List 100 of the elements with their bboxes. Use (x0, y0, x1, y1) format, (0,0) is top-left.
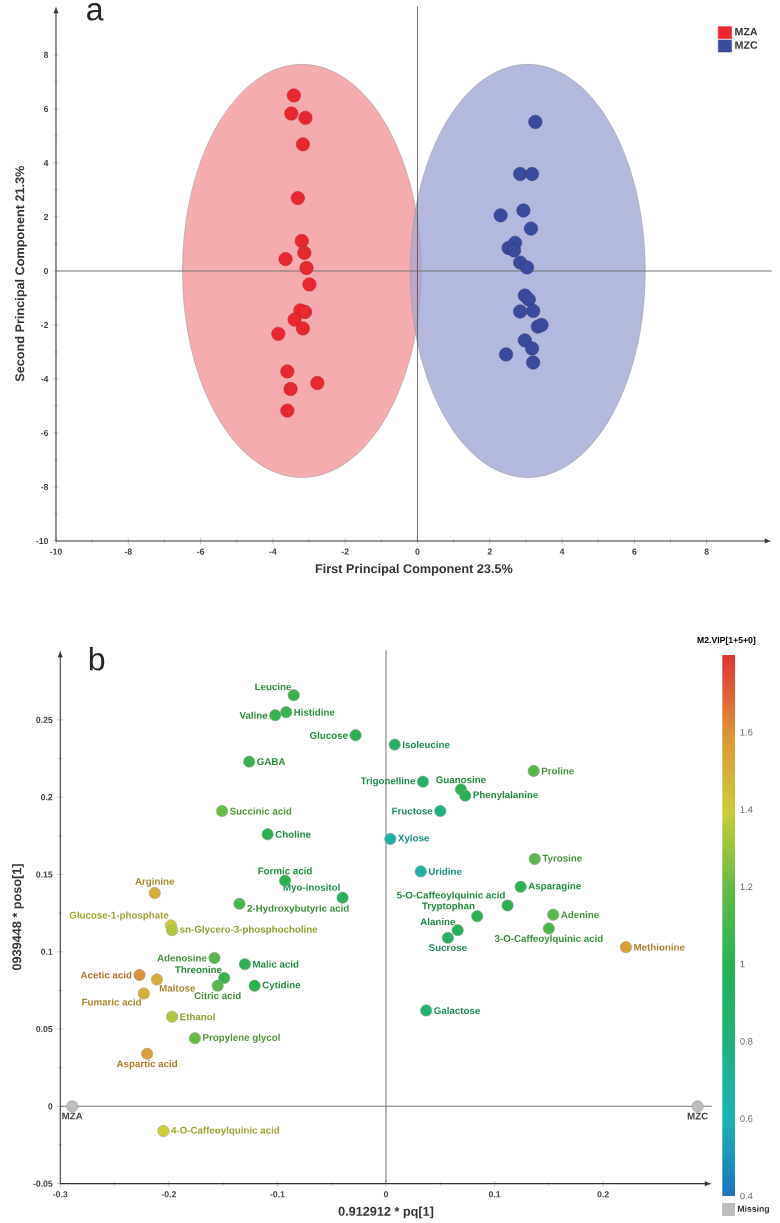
point (302, 277, 317, 292)
annotation: Uridine (428, 867, 462, 875)
annotation: Maltose (159, 984, 196, 992)
y-tick-label: -0.05 (33, 1180, 53, 1187)
point (290, 191, 305, 205)
annotation: Malic acid (253, 960, 299, 968)
annotation: Acetic acid (80, 971, 132, 979)
point (526, 355, 541, 370)
point (526, 303, 541, 318)
point (157, 1125, 170, 1138)
y-tick-label: -2 (41, 321, 49, 328)
point (287, 689, 300, 702)
annotation: Threonine (175, 965, 222, 974)
y-tick-label: -8 (41, 483, 49, 491)
point (298, 110, 313, 125)
x-tick-label: -8 (124, 548, 132, 555)
x-tick-label: -0.1 (270, 1191, 285, 1198)
point (269, 709, 282, 722)
point (459, 789, 472, 802)
point (501, 899, 514, 912)
color-bar-label: 1.4 (740, 806, 753, 813)
annotation: Proline (541, 767, 574, 775)
annotation: Leucine (255, 683, 292, 691)
point (513, 167, 528, 181)
point (691, 1100, 704, 1113)
color-bar-label: 1 (740, 960, 745, 968)
legend-label: Missing (737, 1205, 770, 1214)
color-bar-label: 1.6 (740, 728, 753, 736)
point (280, 364, 295, 379)
annotation: Glucose-1-phosphate (69, 911, 169, 921)
annotation: Xylose (398, 834, 429, 844)
point (527, 764, 540, 777)
x-tick-label: -0.3 (53, 1191, 68, 1198)
y-axis-title: Second Principal Component 21.3% (14, 165, 27, 382)
chart-title: a (87, 3, 104, 21)
y-tick-label: 0 (48, 1103, 53, 1110)
x-tick-label: 0.2 (597, 1191, 609, 1198)
point (243, 755, 256, 768)
annotation: Myo-inositol (283, 883, 340, 893)
legend-label: MZC (735, 41, 758, 49)
point (188, 1032, 201, 1045)
point (420, 1004, 433, 1017)
annotation: Galactose (434, 1006, 480, 1015)
annotation: sn-Glycero-3-phosphocholine (180, 925, 318, 935)
annotation: Succinic acid (229, 807, 292, 815)
point (520, 260, 534, 275)
legend-label: MZA (735, 27, 758, 36)
color-bar-label: 0.6 (740, 1115, 753, 1122)
annotation: Methionine (634, 943, 685, 951)
point (271, 326, 286, 341)
color-bar-label: 1.2 (740, 883, 753, 891)
annotation: 2-Hydroxybutyric acid (247, 904, 349, 914)
point (284, 106, 299, 121)
point (441, 931, 454, 944)
x-tick-label: -10 (50, 548, 62, 555)
annotation: Phenylalanine (473, 791, 538, 801)
y-tick-label: 6 (43, 105, 49, 112)
annotation: Fumaric acid (82, 998, 141, 1006)
y-tick-label: 2 (43, 213, 49, 220)
point (278, 252, 293, 267)
point (336, 891, 349, 904)
annotation: Sucrose (428, 944, 467, 952)
point (218, 972, 231, 985)
annotation: 3-O-Caffeoylquinic acid (494, 934, 603, 944)
annotation: Adenine (561, 911, 599, 919)
point (238, 958, 251, 971)
point (434, 805, 447, 818)
point (534, 318, 549, 332)
x-tick-label: 0.1 (488, 1191, 501, 1198)
point (619, 941, 632, 954)
point (66, 1100, 79, 1113)
point (261, 828, 274, 841)
point (349, 729, 362, 742)
point (514, 880, 527, 893)
x-axis-title: 0.912912 * pq[1] (338, 1206, 434, 1219)
annotation: Propylene glycol (203, 1033, 280, 1043)
point (499, 347, 513, 362)
point (166, 1010, 179, 1023)
y-tick-label: 0.05 (36, 1026, 53, 1033)
y-tick-label: 0.25 (36, 716, 53, 723)
point (233, 897, 246, 910)
color-bar-title: M2.VIP[1+5+0] (697, 636, 756, 645)
point (525, 167, 540, 181)
point (216, 805, 229, 818)
x-tick-label: 0 (383, 1191, 389, 1198)
annotation: Cytidine (262, 981, 301, 991)
y-tick-label: 4 (43, 159, 49, 166)
chart-title: b (89, 647, 105, 671)
point (211, 979, 224, 992)
point (524, 221, 538, 236)
y-tick-label: -10 (36, 537, 49, 545)
point (150, 973, 163, 986)
annotation: Arginine (135, 877, 175, 887)
annotation: MZC (687, 1112, 708, 1120)
annotation: Valine (239, 711, 268, 719)
point (141, 1047, 154, 1060)
point (137, 987, 150, 1000)
annotation: Asparagine (528, 882, 581, 892)
point (507, 243, 521, 258)
point (166, 924, 179, 937)
